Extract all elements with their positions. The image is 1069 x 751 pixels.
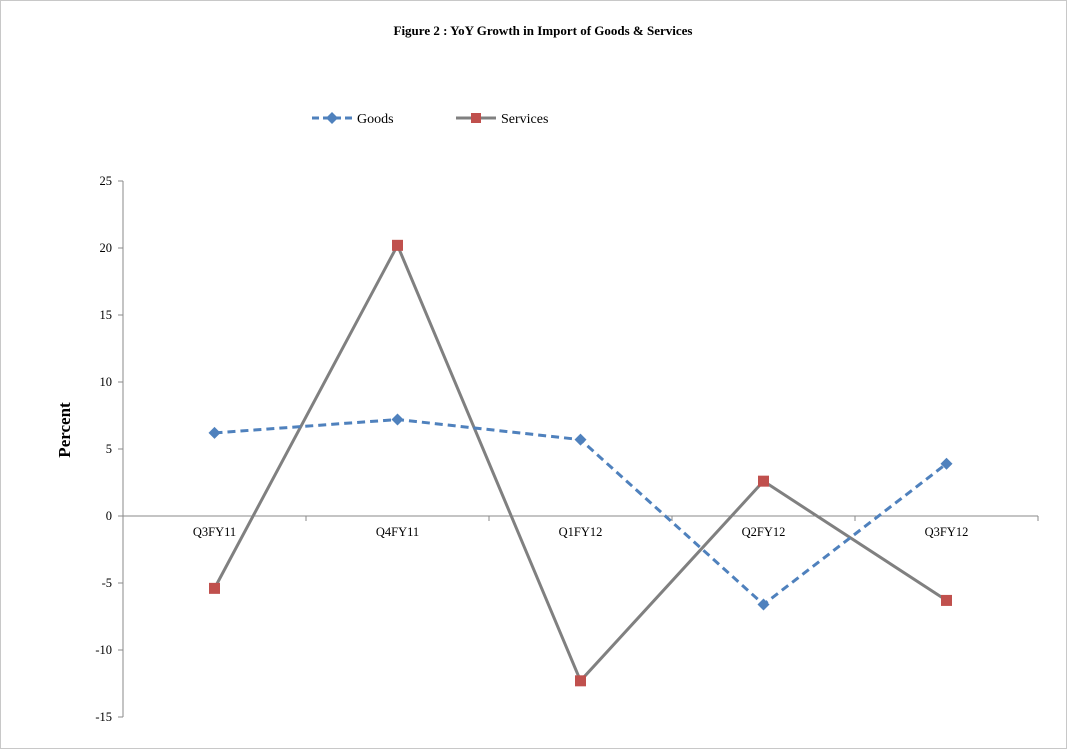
series-line-services <box>213 243 948 683</box>
x-tick-label: Q3FY12 <box>925 525 969 539</box>
data-point-goods <box>208 426 221 439</box>
data-point-goods <box>757 598 770 611</box>
chart-title: Figure 2 : YoY Growth in Import of Goods… <box>394 23 693 38</box>
series-services <box>209 239 952 687</box>
data-point-goods <box>391 413 404 426</box>
y-tick-label: 25 <box>100 174 113 188</box>
data-point-goods <box>574 433 587 446</box>
y-tick-label: 10 <box>100 375 113 389</box>
y-tick-label: -15 <box>95 710 112 724</box>
x-axis: Q3FY11 Q4FY11 Q1FY12 Q2FY12 Q3FY12 <box>122 515 1039 539</box>
data-point-services <box>575 675 586 687</box>
legend-item-services: Services <box>456 112 548 127</box>
data-point-services <box>758 475 769 487</box>
y-tick-label: 20 <box>100 241 113 255</box>
x-tick-label: Q4FY11 <box>376 525 419 539</box>
x-tick-label: Q3FY11 <box>193 525 236 539</box>
data-point-goods <box>940 457 953 470</box>
y-axis: 25 20 15 10 5 0 -5 -10 -15 <box>95 174 124 724</box>
data-point-services <box>209 582 220 594</box>
data-point-services <box>392 239 403 251</box>
y-tick-label: 5 <box>106 442 112 456</box>
legend-item-goods: Goods <box>312 112 394 127</box>
y-tick-label: -5 <box>102 576 112 590</box>
y-axis-label: Percent <box>55 402 74 458</box>
y-tick-label: -10 <box>95 643 112 657</box>
series-line-goods <box>214 418 948 606</box>
legend-label-goods: Goods <box>357 112 394 127</box>
data-point-services <box>941 594 952 606</box>
x-tick-label: Q1FY12 <box>559 525 603 539</box>
y-tick-label: 0 <box>106 509 112 523</box>
y-tick-label: 15 <box>100 308 113 322</box>
legend-marker-services <box>471 113 481 123</box>
series-goods <box>208 413 953 611</box>
legend: Goods Services <box>312 112 548 127</box>
legend-marker-goods <box>326 112 338 124</box>
legend-label-services: Services <box>501 112 548 127</box>
series-layer <box>208 239 953 687</box>
x-tick-label: Q2FY12 <box>742 525 786 539</box>
